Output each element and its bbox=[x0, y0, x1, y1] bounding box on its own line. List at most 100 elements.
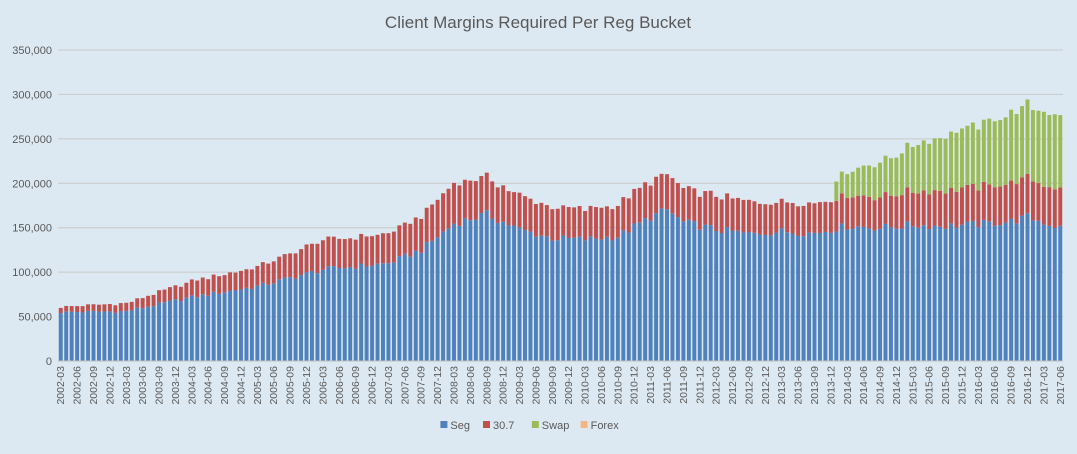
bar-30-7 bbox=[632, 188, 637, 224]
bar-swap bbox=[1009, 109, 1014, 181]
bar-30-7 bbox=[539, 202, 544, 236]
bar-seg bbox=[375, 263, 380, 361]
bar-30-7 bbox=[64, 305, 69, 312]
bar-30-7 bbox=[752, 201, 757, 233]
bar-seg bbox=[255, 285, 260, 361]
bar-30-7 bbox=[271, 261, 276, 284]
x-tick-label: 2002-12 bbox=[104, 366, 116, 405]
bar-swap bbox=[1025, 99, 1030, 174]
bar-seg bbox=[681, 221, 686, 361]
bar-30-7 bbox=[97, 304, 101, 312]
bar-seg bbox=[1047, 225, 1052, 361]
bar-30-7 bbox=[757, 203, 762, 235]
bar-seg bbox=[1020, 215, 1024, 361]
bar-seg bbox=[408, 256, 413, 361]
bar-seg bbox=[249, 288, 254, 361]
bar-30-7 bbox=[1003, 184, 1008, 223]
bar-seg bbox=[435, 237, 440, 361]
bar-seg bbox=[921, 225, 926, 361]
bar-30-7 bbox=[1052, 189, 1057, 228]
bar-seg bbox=[413, 250, 418, 361]
bar-30-7 bbox=[823, 201, 828, 232]
bar-30-7 bbox=[905, 187, 910, 222]
bar-30-7 bbox=[801, 205, 806, 237]
bar-30-7 bbox=[255, 265, 260, 286]
bar-30-7 bbox=[839, 193, 844, 224]
bar-30-7 bbox=[200, 277, 205, 295]
bar-30-7 bbox=[703, 191, 708, 225]
bar-30-7 bbox=[479, 176, 484, 214]
bar-seg bbox=[561, 235, 566, 361]
bar-seg bbox=[348, 266, 353, 361]
bar-seg bbox=[102, 311, 107, 361]
bar-30-7 bbox=[992, 187, 997, 226]
x-tick-label: 2007-09 bbox=[416, 366, 428, 405]
y-tick-label: 200,000 bbox=[12, 178, 52, 190]
legend-label: Forex bbox=[591, 420, 620, 432]
bar-30-7 bbox=[899, 195, 904, 229]
bar-seg bbox=[654, 213, 659, 361]
bar-seg bbox=[337, 268, 342, 361]
bar-30-7 bbox=[883, 192, 888, 224]
bar-seg bbox=[938, 226, 943, 361]
bar-seg bbox=[222, 292, 227, 361]
bar-30-7 bbox=[774, 202, 779, 233]
bar-30-7 bbox=[1025, 173, 1030, 214]
x-tick-label: 2010-06 bbox=[596, 366, 608, 405]
bar-swap bbox=[1014, 114, 1019, 185]
bar-30-7 bbox=[320, 240, 325, 270]
bar-30-7 bbox=[648, 185, 653, 221]
bar-seg bbox=[184, 297, 189, 361]
bar-30-7 bbox=[1036, 183, 1041, 221]
x-tick-label: 2011-03 bbox=[645, 366, 657, 404]
bar-seg bbox=[992, 225, 997, 361]
bar-30-7 bbox=[178, 286, 183, 302]
bar-30-7 bbox=[80, 306, 85, 313]
bar-swap bbox=[992, 121, 997, 188]
x-tick-label: 2015-03 bbox=[907, 366, 919, 405]
bar-seg bbox=[812, 232, 817, 361]
bar-30-7 bbox=[107, 304, 112, 312]
bar-30-7 bbox=[604, 206, 609, 237]
bar-swap bbox=[856, 167, 861, 196]
bar-30-7 bbox=[970, 184, 975, 221]
bar-seg bbox=[162, 302, 167, 361]
bar-seg bbox=[495, 222, 500, 361]
bar-30-7 bbox=[768, 204, 773, 236]
bar-seg bbox=[943, 228, 948, 361]
bar-seg bbox=[692, 221, 697, 361]
bar-seg bbox=[905, 221, 910, 361]
bar-seg bbox=[763, 234, 768, 361]
bar-30-7 bbox=[785, 202, 790, 233]
bar-seg bbox=[211, 291, 216, 361]
bar-30-7 bbox=[468, 180, 473, 221]
bar-30-7 bbox=[140, 298, 145, 309]
bar-30-7 bbox=[249, 269, 254, 289]
x-tick-label: 2012-06 bbox=[727, 366, 739, 405]
bar-30-7 bbox=[599, 207, 604, 240]
bar-30-7 bbox=[577, 206, 582, 237]
bar-seg bbox=[233, 290, 238, 361]
bar-swap bbox=[981, 119, 986, 182]
bar-30-7 bbox=[921, 190, 926, 226]
x-tick-label: 2004-12 bbox=[236, 366, 248, 405]
bar-seg bbox=[468, 220, 473, 361]
bar-swap bbox=[1058, 115, 1063, 188]
bar-30-7 bbox=[981, 181, 986, 220]
bar-30-7 bbox=[697, 196, 702, 230]
bar-swap bbox=[883, 155, 888, 193]
bar-30-7 bbox=[779, 198, 784, 229]
x-tick-label: 2005-03 bbox=[252, 366, 264, 405]
bar-seg bbox=[987, 221, 992, 361]
bar-seg bbox=[271, 283, 276, 361]
bar-30-7 bbox=[331, 236, 336, 267]
bar-swap bbox=[1030, 110, 1035, 182]
bar-seg bbox=[217, 293, 222, 361]
bar-seg bbox=[741, 232, 746, 361]
bar-seg bbox=[801, 236, 806, 361]
bar-seg bbox=[113, 312, 118, 361]
bar-seg bbox=[299, 275, 304, 361]
bar-30-7 bbox=[260, 262, 265, 283]
bar-30-7 bbox=[670, 178, 675, 214]
bar-seg bbox=[752, 232, 757, 361]
